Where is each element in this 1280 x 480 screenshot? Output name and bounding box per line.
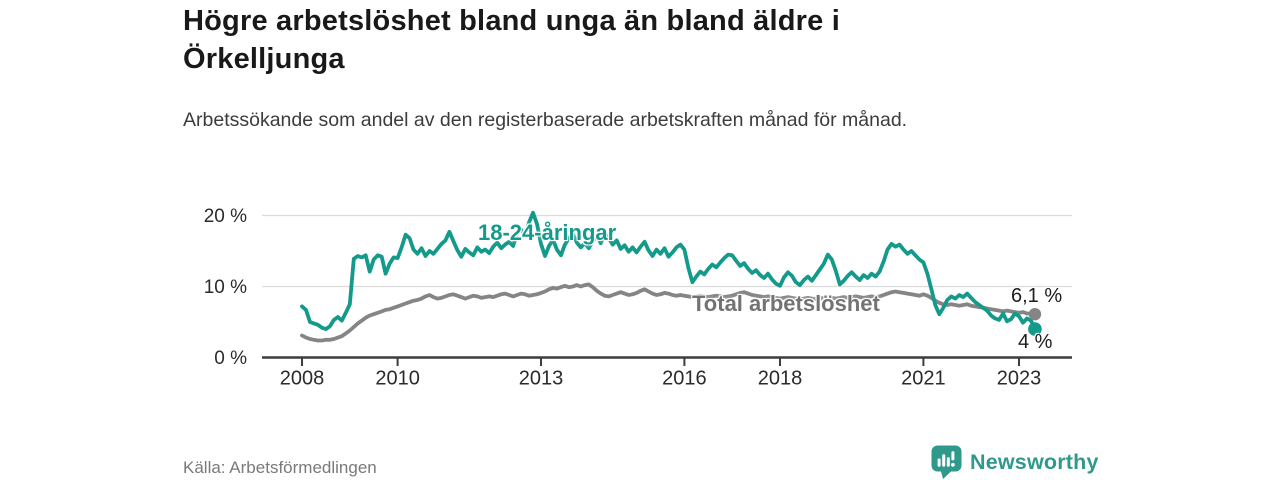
- end-value-youth: 4 %: [1018, 331, 1053, 353]
- newsworthy-logo-text: Newsworthy: [970, 449, 1099, 474]
- x-tick-label: 2018: [758, 368, 803, 390]
- x-tick-label: 2016: [662, 368, 707, 390]
- series-label-youth: 18-24-åringar: [478, 220, 617, 245]
- x-tick-label: 2008: [280, 368, 325, 390]
- newsworthy-logo-icon: [931, 445, 962, 479]
- y-tick-label: 20 %: [204, 206, 247, 227]
- x-tick-label: 2013: [519, 368, 564, 390]
- y-tick-label: 0 %: [214, 348, 247, 369]
- series-label-total: Total arbetslöshet: [692, 291, 880, 316]
- source-attribution: Källa: Arbetsförmedlingen: [183, 458, 377, 477]
- end-value-total: 6,1 %: [1011, 285, 1063, 307]
- x-tick-label: 2023: [997, 368, 1042, 390]
- x-tick-label: 2010: [375, 368, 420, 390]
- series-line-youth: [300, 210, 1037, 332]
- series-line-total: [300, 282, 1037, 343]
- y-tick-label: 10 %: [204, 277, 247, 298]
- end-dot-total: [1028, 307, 1042, 321]
- x-tick-label: 2021: [901, 368, 946, 390]
- newsworthy-logo: Newsworthy: [931, 445, 1099, 479]
- end-dot-youth: [1028, 322, 1042, 336]
- logo-bubble-shape: [931, 445, 962, 479]
- chart-subtitle: Arbetssökande som andel av den registerb…: [183, 109, 908, 131]
- page-title: Högre arbetslöshet bland unga än bland ä…: [183, 5, 840, 75]
